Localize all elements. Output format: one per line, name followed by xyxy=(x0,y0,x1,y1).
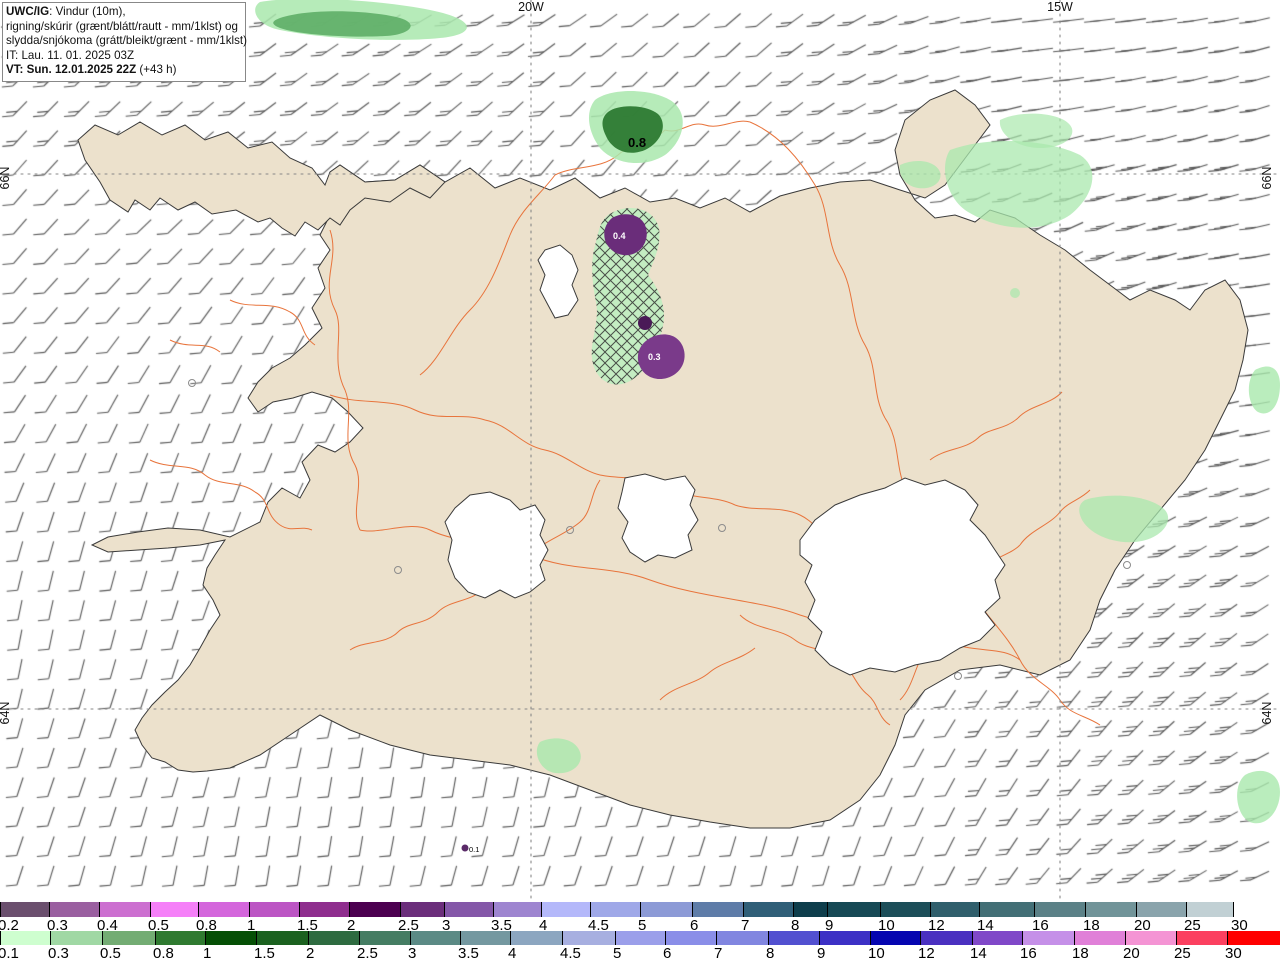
svg-text:0.3: 0.3 xyxy=(648,352,661,362)
svg-text:0.4: 0.4 xyxy=(613,231,626,241)
svg-text:0.8: 0.8 xyxy=(628,135,646,150)
svg-text:0.1: 0.1 xyxy=(469,845,479,854)
